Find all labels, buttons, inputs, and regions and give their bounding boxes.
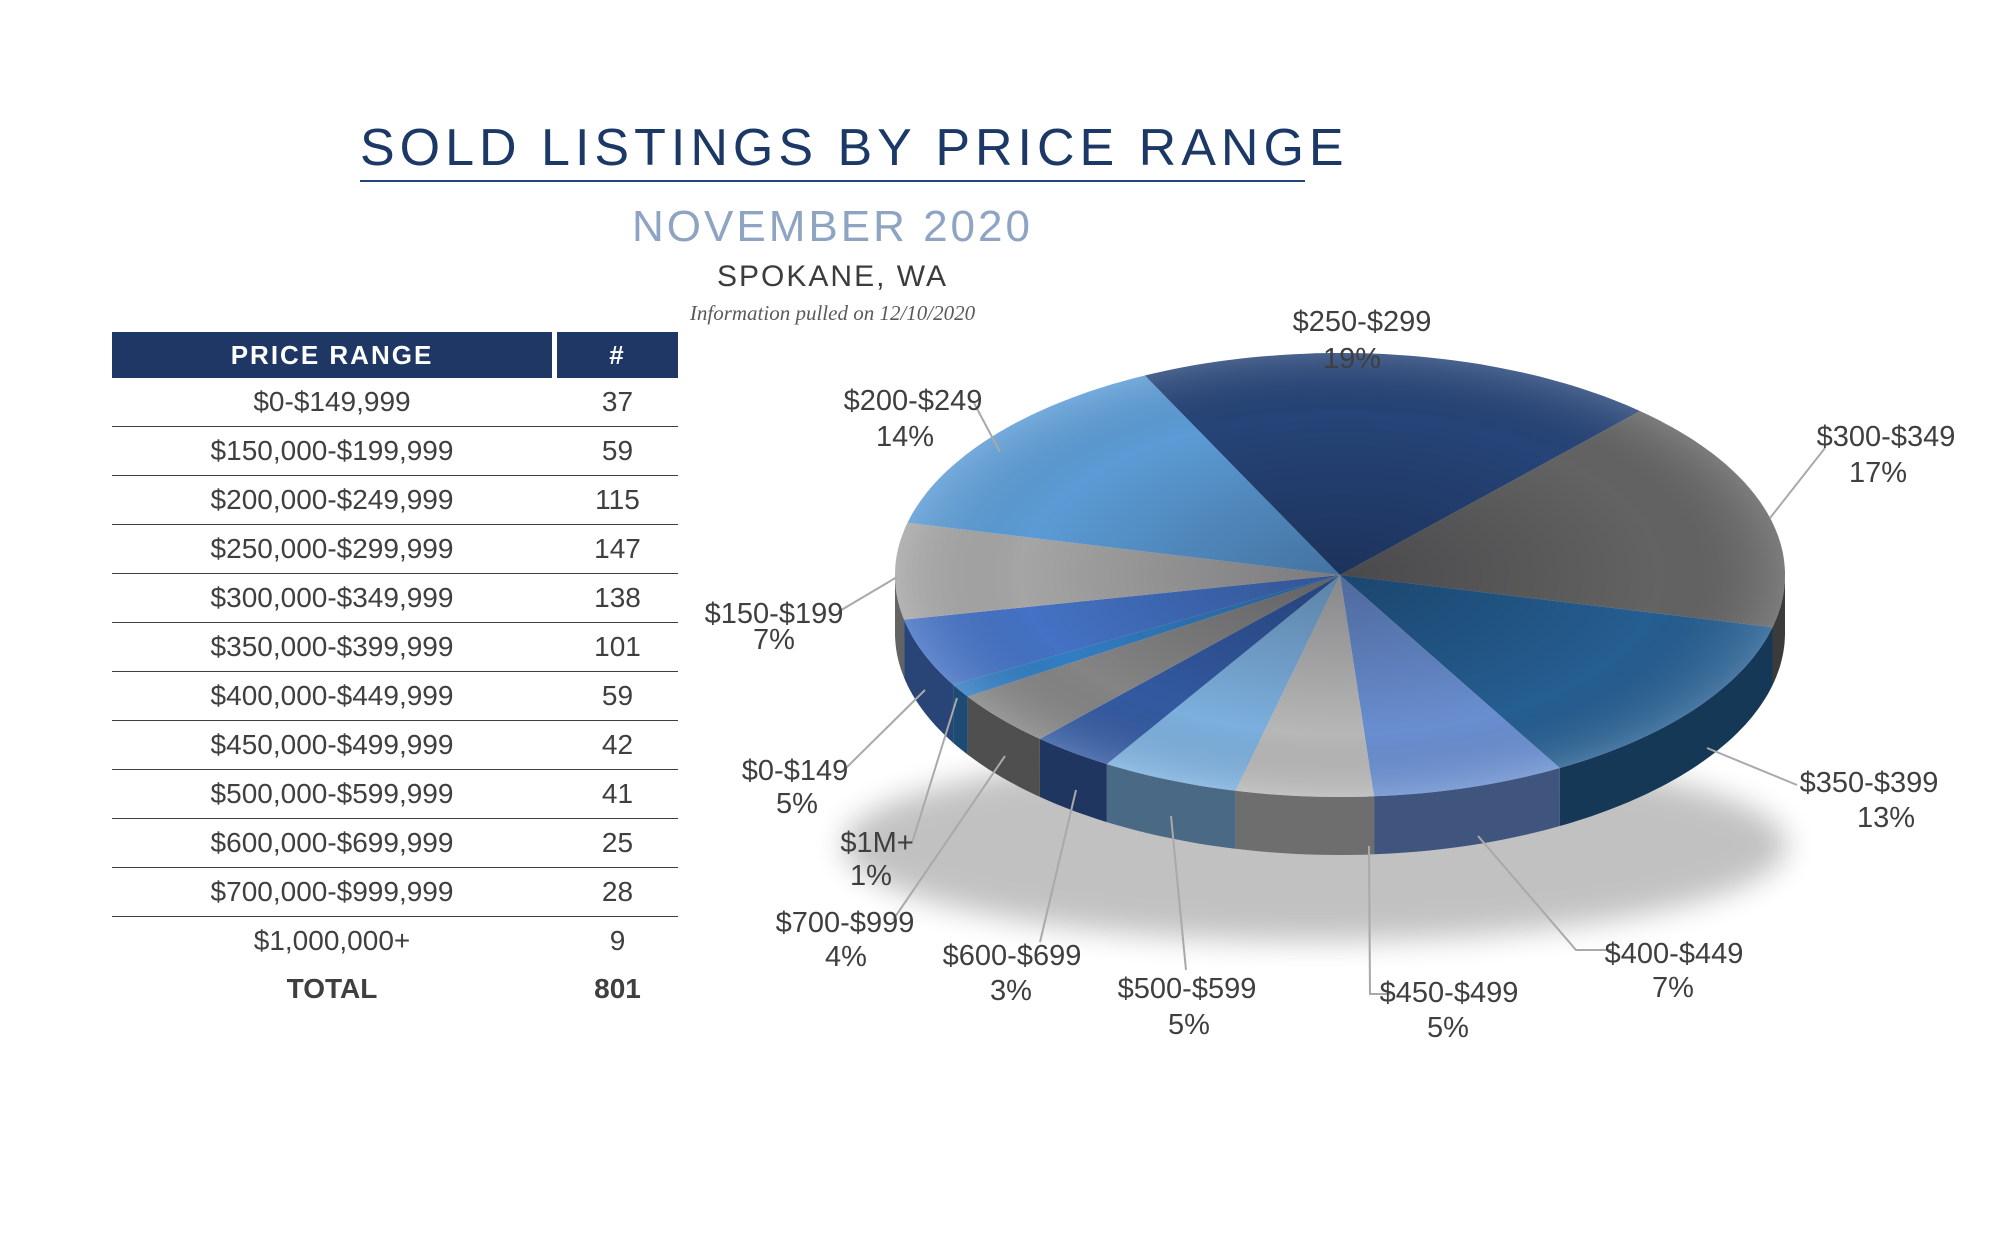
cell-price-range: $300,000-$349,999: [210, 582, 454, 613]
pie-leader-line: [892, 755, 1006, 921]
pie-leader-line: [1477, 835, 1612, 951]
pie-slice-percent: 5%: [1168, 1009, 1210, 1041]
page-subtitle: NOVEMBER 2020: [632, 202, 1033, 251]
pie-slice-percent: 7%: [1652, 972, 1694, 1004]
pie-leader-line: [1368, 845, 1390, 995]
table-body: $0-$149,999 37 $150,000-$199,999 59 $200,000…: [112, 378, 678, 965]
table-row: $150,000-$199,999 59: [112, 427, 678, 476]
cell-count: 9: [609, 925, 626, 956]
pie-slice-percent: 13%: [1857, 802, 1915, 834]
price-range-table: PRICE RANGE # $0-$149,999 37 $150,000-$199…: [112, 332, 678, 1013]
pie-slice-label: $450-$499: [1380, 977, 1519, 1009]
cell-price-range: $400,000-$449,999: [210, 680, 454, 711]
cell-count: 41: [601, 778, 634, 809]
pie-leader-line: [973, 402, 1001, 453]
table-row: $0-$149,999 37: [112, 378, 678, 427]
pie-leader-line: [1170, 815, 1187, 971]
page-location: SPOKANE, WA: [717, 260, 948, 293]
pie-slice-label: $250-$299: [1293, 306, 1432, 338]
pie-slice-label: $400-$449: [1605, 938, 1744, 970]
pie-slice-percent: 3%: [990, 975, 1032, 1007]
cell-price-range: $250,000-$299,999: [210, 533, 454, 564]
table-total-row: TOTAL 801: [112, 965, 678, 1013]
cell-price-range: $1,000,000+: [253, 925, 411, 956]
page-title: SOLD LISTINGS BY PRICE RANGE: [360, 119, 1349, 177]
pie-leader-line: [1706, 747, 1798, 786]
cell-price-range: $150,000-$199,999: [210, 435, 454, 466]
pie-slice-label: $300-$349: [1817, 421, 1956, 453]
pie-leader-line: [1039, 789, 1077, 943]
table-row: $600,000-$699,999 25: [112, 819, 678, 868]
cell-price-range: $450,000-$499,999: [210, 729, 454, 760]
cell-price-range: $350,000-$399,999: [210, 631, 454, 662]
pie-slice-label: $0-$149: [742, 755, 848, 787]
pie-slice-label: $500-$599: [1118, 973, 1257, 1005]
pie-slice-percent: 7%: [753, 624, 795, 656]
cell-count: 37: [601, 386, 634, 417]
total-value: 801: [594, 973, 641, 1004]
cell-price-range: $0-$149,999: [253, 386, 411, 417]
pie-slice-percent: 17%: [1849, 457, 1907, 489]
pie-slice-label: $700-$999: [776, 907, 915, 939]
pie-slice-label: $600-$699: [943, 940, 1082, 972]
cell-count: 101: [594, 631, 641, 662]
pie-slice-percent: 4%: [825, 941, 867, 973]
pie-slice-percent: 5%: [1427, 1012, 1469, 1044]
cell-count: 147: [594, 533, 641, 564]
cell-count: 115: [595, 484, 640, 515]
table-row: $1,000,000+ 9: [112, 917, 678, 965]
table-row: $250,000-$299,999 147: [112, 525, 678, 574]
col-header-count: #: [557, 332, 678, 378]
table-row: $200,000-$249,999 115: [112, 476, 678, 525]
pie-leader-line: [837, 576, 898, 613]
cell-count: 25: [601, 827, 634, 858]
cell-count: 59: [601, 680, 634, 711]
pie-slice-percent: 14%: [876, 421, 934, 453]
cell-count: 59: [601, 435, 634, 466]
pie-leader-line: [843, 689, 926, 771]
cell-price-range: $500,000-$599,999: [210, 778, 454, 809]
total-label: TOTAL: [286, 973, 378, 1004]
table-header-row: PRICE RANGE #: [112, 332, 678, 378]
cell-price-range: $200,000-$249,999: [210, 484, 454, 515]
table-row: $350,000-$399,999 101: [112, 623, 678, 672]
pie-slice-percent: 1%: [850, 860, 892, 892]
pie-slice-percent: 19%: [1323, 343, 1381, 375]
pie-slice-side-$1M+: [953, 684, 968, 755]
pie-slice-percent: 5%: [776, 788, 818, 820]
pie-slice-label: $150-$199: [705, 598, 844, 630]
info-note: Information pulled on 12/10/2020: [689, 301, 976, 325]
table-row: $450,000-$499,999 42: [112, 721, 678, 770]
title-underline: [360, 180, 1305, 182]
pie-leader-line: [1769, 447, 1826, 519]
pie-slice-label: $200-$249: [844, 385, 983, 417]
pie-leader-line: [911, 697, 958, 844]
cell-count: 42: [601, 729, 634, 760]
pie-slice-side-$450-$499: [1235, 790, 1375, 855]
cell-count: 138: [594, 582, 641, 613]
pie-slice-label: $1M+: [840, 827, 913, 859]
cell-price-range: $600,000-$699,999: [210, 827, 454, 858]
table-row: $300,000-$349,999 138: [112, 574, 678, 623]
cell-price-range: $700,000-$999,999: [210, 876, 454, 907]
cell-count: 28: [601, 876, 634, 907]
col-header-price-range: PRICE RANGE: [112, 332, 552, 378]
pie-slice-label: $350-$399: [1800, 767, 1939, 799]
table-row: $500,000-$599,999 41: [112, 770, 678, 819]
table-row: $400,000-$449,999 59: [112, 672, 678, 721]
table-row: $700,000-$999,999 28: [112, 868, 678, 917]
